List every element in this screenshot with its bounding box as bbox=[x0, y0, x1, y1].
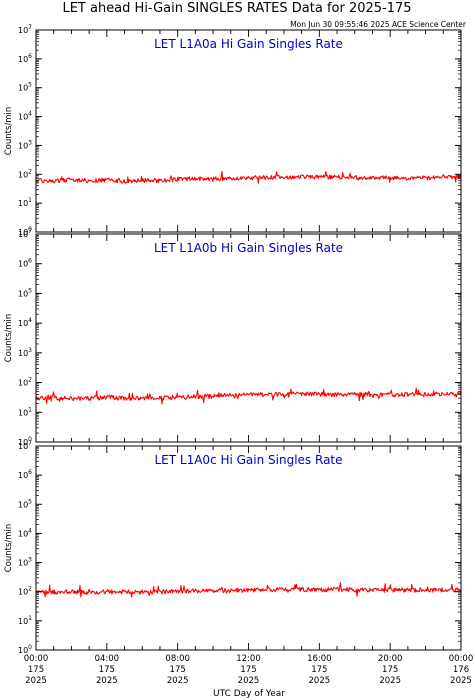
y-tick-label: 107 bbox=[18, 24, 32, 35]
x-tick-label-time: 12:00 bbox=[236, 654, 261, 664]
y-tick-label: 100 bbox=[18, 644, 32, 655]
timestamp-label: Mon Jun 30 09:55:46 2025 ACE Science Cen… bbox=[290, 20, 467, 29]
y-axis-label: Counts/min bbox=[4, 314, 14, 363]
y-tick-label: 101 bbox=[18, 615, 32, 626]
y-tick-label: 101 bbox=[18, 197, 32, 208]
x-tick-label-time: 08:00 bbox=[165, 654, 190, 664]
x-tick-label-year: 2025 bbox=[238, 676, 260, 686]
y-tick-label: 106 bbox=[18, 53, 32, 64]
y-tick-label: 103 bbox=[18, 347, 32, 358]
y-tick-label: 102 bbox=[18, 377, 32, 388]
x-tick-label-year: 2025 bbox=[379, 676, 401, 686]
panel-title: LET L1A0a Hi Gain Singles Rate bbox=[154, 37, 343, 51]
x-tick-label-time: 00:00 bbox=[24, 654, 49, 664]
x-tick-label-time: 00:00 bbox=[449, 654, 474, 664]
plot-frame bbox=[35, 445, 462, 651]
y-axis-label: Counts/min bbox=[4, 524, 14, 573]
y-tick-label: 107 bbox=[18, 440, 32, 451]
y-tick-label: 105 bbox=[18, 287, 32, 298]
y-tick-label: 106 bbox=[18, 258, 32, 269]
x-tick-label-time: 16:00 bbox=[307, 654, 332, 664]
plot-frame bbox=[35, 233, 462, 443]
x-tick-label-year: 2025 bbox=[96, 676, 118, 686]
y-tick-label: 107 bbox=[18, 228, 32, 239]
x-tick-label-doy: 175 bbox=[240, 665, 256, 675]
x-tick-label-doy: 175 bbox=[382, 665, 398, 675]
y-tick-label: 106 bbox=[18, 469, 32, 480]
figure-title: LET ahead Hi-Gain SINGLES RATES Data for… bbox=[62, 1, 411, 16]
y-tick-label: 100 bbox=[18, 226, 32, 237]
x-tick-label-year: 2025 bbox=[167, 676, 189, 686]
panel-title: LET L1A0b Hi Gain Singles Rate bbox=[154, 241, 343, 255]
y-tick-label: 102 bbox=[18, 586, 32, 597]
y-tick-label: 104 bbox=[18, 527, 32, 538]
chart-panel-1: 100 101 102 103 104 105 106 107 Counts/min LET L1… bbox=[4, 24, 462, 237]
data-series-line bbox=[35, 170, 462, 184]
y-tick-label: 104 bbox=[18, 317, 32, 328]
panel-title: LET L1A0c Hi Gain Singles Rate bbox=[154, 453, 342, 467]
x-tick-label-year: 2025 bbox=[25, 676, 47, 686]
x-tick-label-doy: 175 bbox=[170, 665, 186, 675]
data-series-line bbox=[35, 582, 462, 598]
y-tick-label: 105 bbox=[18, 82, 32, 93]
data-series-line bbox=[35, 387, 462, 405]
y-tick-label: 102 bbox=[18, 168, 32, 179]
chart-panel-3: 100 101 102 103 104 105 106 107 Counts/min LET L1… bbox=[4, 440, 473, 686]
x-tick-label-time: 20:00 bbox=[378, 654, 403, 664]
x-tick-label-time: 04:00 bbox=[95, 654, 120, 664]
x-tick-label-doy: 175 bbox=[28, 665, 44, 675]
y-tick-label: 100 bbox=[18, 436, 32, 447]
x-tick-label-doy: 176 bbox=[453, 665, 469, 675]
chart-panel-2: 100 101 102 103 104 105 106 107 Counts/min LET L1… bbox=[4, 228, 462, 447]
plot-frame bbox=[35, 29, 462, 233]
x-tick-label-year: 2025 bbox=[309, 676, 331, 686]
y-tick-label: 101 bbox=[18, 406, 32, 417]
y-axis-label: Counts/min bbox=[4, 107, 14, 156]
x-tick-label-year: 2025 bbox=[450, 676, 472, 686]
y-tick-label: 103 bbox=[18, 139, 32, 150]
x-tick-label-doy: 175 bbox=[99, 665, 115, 675]
x-tick-label-doy: 175 bbox=[311, 665, 327, 675]
y-tick-label: 105 bbox=[18, 498, 32, 509]
y-tick-label: 103 bbox=[18, 557, 32, 568]
y-tick-label: 104 bbox=[18, 111, 32, 122]
x-axis-title: UTC Day of Year bbox=[213, 689, 285, 699]
